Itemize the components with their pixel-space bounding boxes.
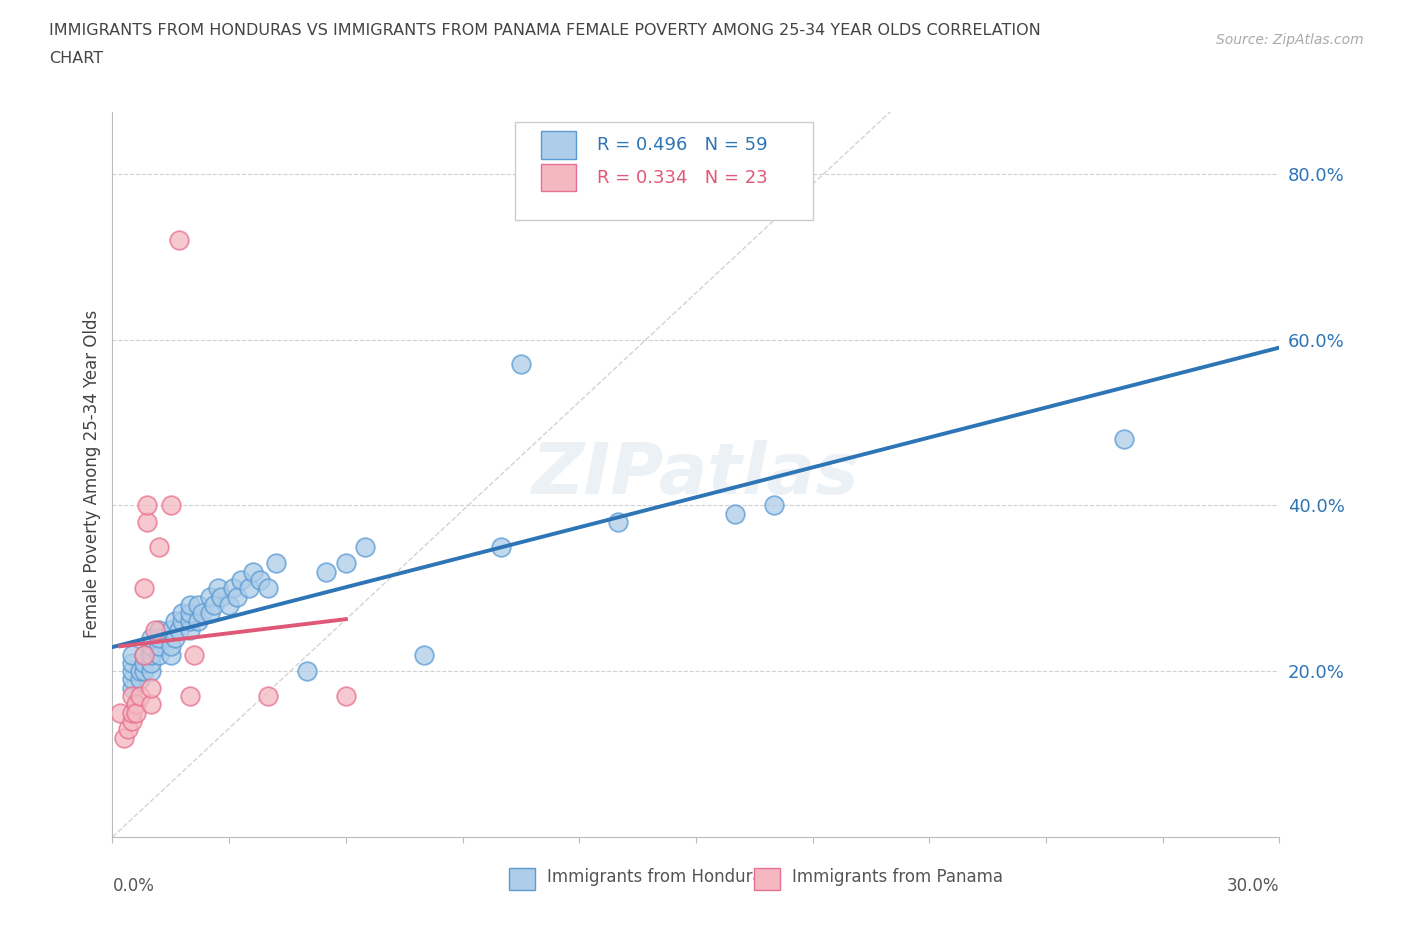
Point bbox=[160, 639, 183, 654]
Point bbox=[128, 672, 150, 687]
Point bbox=[132, 647, 155, 662]
Point bbox=[295, 664, 318, 679]
Point bbox=[315, 565, 337, 579]
Text: Immigrants from Panama: Immigrants from Panama bbox=[792, 868, 1002, 886]
Point bbox=[141, 631, 163, 645]
Point bbox=[335, 688, 357, 703]
Point bbox=[412, 647, 434, 662]
Point bbox=[148, 539, 170, 554]
Point bbox=[183, 647, 205, 662]
FancyBboxPatch shape bbox=[541, 164, 576, 192]
Point bbox=[141, 681, 163, 696]
Point bbox=[121, 647, 143, 662]
Point bbox=[117, 722, 139, 737]
Point bbox=[148, 639, 170, 654]
Text: R = 0.334   N = 23: R = 0.334 N = 23 bbox=[596, 168, 768, 187]
Point bbox=[125, 697, 148, 711]
Point bbox=[172, 614, 194, 629]
Point bbox=[121, 672, 143, 687]
Point bbox=[136, 498, 159, 512]
Point bbox=[1112, 432, 1135, 446]
Point bbox=[121, 664, 143, 679]
FancyBboxPatch shape bbox=[509, 869, 534, 890]
Point bbox=[143, 622, 166, 637]
Text: 0.0%: 0.0% bbox=[112, 877, 155, 895]
Point bbox=[160, 498, 183, 512]
Point bbox=[187, 597, 209, 612]
Point bbox=[132, 656, 155, 671]
Point bbox=[136, 514, 159, 529]
Point bbox=[222, 581, 245, 596]
Point bbox=[132, 581, 155, 596]
Point bbox=[724, 506, 747, 521]
Point bbox=[132, 664, 155, 679]
Point bbox=[128, 664, 150, 679]
Point bbox=[179, 605, 201, 620]
Point bbox=[121, 713, 143, 728]
Point bbox=[121, 705, 143, 720]
Point bbox=[125, 705, 148, 720]
FancyBboxPatch shape bbox=[515, 123, 813, 220]
Point bbox=[132, 647, 155, 662]
Point bbox=[191, 605, 214, 620]
Point bbox=[141, 664, 163, 679]
Text: IMMIGRANTS FROM HONDURAS VS IMMIGRANTS FROM PANAMA FEMALE POVERTY AMONG 25-34 YE: IMMIGRANTS FROM HONDURAS VS IMMIGRANTS F… bbox=[49, 23, 1040, 38]
Point bbox=[112, 730, 135, 745]
Point bbox=[257, 688, 280, 703]
Text: ZIPatlas: ZIPatlas bbox=[533, 440, 859, 509]
Point bbox=[141, 647, 163, 662]
Point bbox=[167, 232, 190, 247]
Point bbox=[163, 631, 186, 645]
Point bbox=[249, 573, 271, 588]
Point bbox=[238, 581, 260, 596]
Point bbox=[198, 605, 221, 620]
Point bbox=[607, 514, 630, 529]
Point bbox=[491, 539, 513, 554]
Point bbox=[202, 597, 225, 612]
Point bbox=[163, 614, 186, 629]
Point bbox=[121, 688, 143, 703]
Text: R = 0.496   N = 59: R = 0.496 N = 59 bbox=[596, 136, 768, 154]
FancyBboxPatch shape bbox=[541, 131, 576, 159]
Point bbox=[179, 597, 201, 612]
Point bbox=[218, 597, 240, 612]
Point bbox=[229, 573, 252, 588]
Text: CHART: CHART bbox=[49, 51, 103, 66]
Point bbox=[242, 565, 264, 579]
Point bbox=[148, 631, 170, 645]
Point bbox=[172, 605, 194, 620]
Point bbox=[141, 697, 163, 711]
Point bbox=[257, 581, 280, 596]
Text: Immigrants from Honduras: Immigrants from Honduras bbox=[547, 868, 770, 886]
Y-axis label: Female Poverty Among 25-34 Year Olds: Female Poverty Among 25-34 Year Olds bbox=[83, 311, 101, 638]
Point bbox=[148, 622, 170, 637]
Point bbox=[335, 556, 357, 571]
Text: 30.0%: 30.0% bbox=[1227, 877, 1279, 895]
Point bbox=[226, 589, 249, 604]
Point bbox=[179, 688, 201, 703]
Point bbox=[128, 688, 150, 703]
Point bbox=[160, 622, 183, 637]
Point bbox=[121, 681, 143, 696]
Point bbox=[121, 656, 143, 671]
Text: Source: ZipAtlas.com: Source: ZipAtlas.com bbox=[1216, 33, 1364, 46]
Point bbox=[148, 647, 170, 662]
Point bbox=[160, 647, 183, 662]
FancyBboxPatch shape bbox=[755, 869, 780, 890]
Point bbox=[141, 656, 163, 671]
Point bbox=[207, 581, 229, 596]
Point bbox=[187, 614, 209, 629]
Point bbox=[110, 705, 132, 720]
Point bbox=[179, 614, 201, 629]
Point bbox=[264, 556, 287, 571]
Point bbox=[141, 639, 163, 654]
Point bbox=[509, 357, 531, 372]
Point bbox=[167, 622, 190, 637]
Point bbox=[762, 498, 785, 512]
Point bbox=[198, 589, 221, 604]
Point bbox=[209, 589, 232, 604]
Point bbox=[179, 622, 201, 637]
Point bbox=[354, 539, 377, 554]
